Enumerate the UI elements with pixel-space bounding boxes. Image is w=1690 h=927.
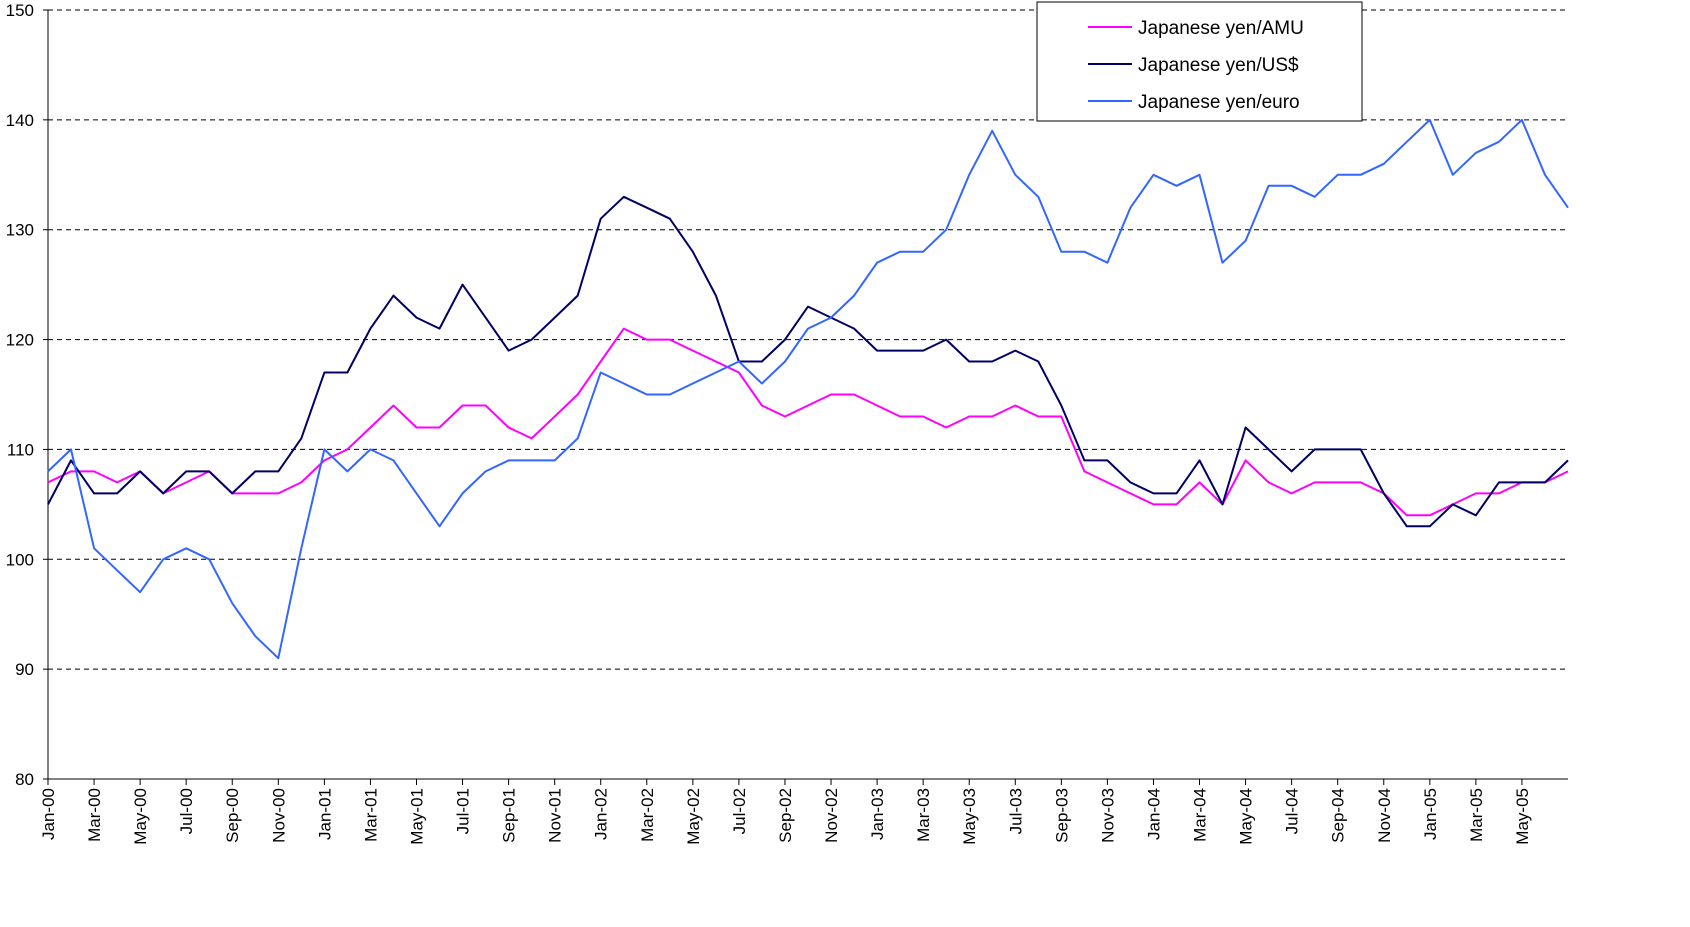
- legend-label: Japanese yen/euro: [1138, 92, 1300, 113]
- series-line: [47, 327, 1569, 517]
- x-tick-label: May-01: [407, 788, 426, 845]
- y-tick-label: 80: [15, 770, 34, 789]
- series-line: [47, 118, 1569, 660]
- y-tick-label: 90: [15, 660, 34, 679]
- x-tick-label: Nov-00: [269, 788, 288, 843]
- x-tick-label: May-02: [684, 788, 703, 845]
- y-tick-label: 140: [6, 111, 34, 130]
- x-tick-label: Mar-03: [914, 788, 933, 842]
- x-tick-label: Mar-05: [1467, 788, 1486, 842]
- x-tick-label: Jan-05: [1421, 788, 1440, 840]
- x-tick-label: Mar-04: [1191, 788, 1210, 842]
- x-tick-label: Sep-03: [1052, 788, 1071, 843]
- x-tick-label: May-04: [1237, 788, 1256, 845]
- x-tick-label: Sep-00: [223, 788, 242, 843]
- x-tick-label: Nov-04: [1375, 788, 1394, 843]
- series-line: [47, 195, 1569, 528]
- x-tick-label: Jan-03: [868, 788, 887, 840]
- x-tick-label: Jul-03: [1006, 788, 1025, 834]
- y-tick-label: 110: [7, 440, 34, 459]
- y-tick-label: 150: [6, 1, 34, 20]
- x-tick-label: Sep-04: [1329, 788, 1348, 843]
- x-tick-label: Nov-02: [822, 788, 841, 843]
- x-tick-label: May-00: [131, 788, 150, 845]
- y-tick-label: 130: [6, 221, 34, 240]
- x-tick-label: Jul-01: [454, 788, 473, 834]
- x-tick-label: Sep-01: [500, 788, 519, 843]
- legend-label: Japanese yen/US$: [1138, 55, 1299, 76]
- x-tick-label: Jan-01: [315, 788, 334, 840]
- x-tick-label: May-05: [1513, 788, 1532, 845]
- legend: Japanese yen/AMU Japanese yen/US$ Japanese…: [1036, 1, 1363, 122]
- x-tick-label: Jul-04: [1283, 788, 1302, 834]
- x-tick-label: Mar-02: [638, 788, 657, 842]
- x-tick-label: Jul-02: [730, 788, 749, 834]
- x-tick-label: Jan-02: [592, 788, 611, 840]
- x-tick-label: Nov-03: [1098, 788, 1117, 843]
- x-tick-label: Jul-00: [177, 788, 196, 834]
- x-tick-label: Sep-02: [776, 788, 795, 843]
- y-tick-label: 100: [6, 550, 34, 569]
- x-tick-label: Mar-00: [85, 788, 104, 842]
- x-tick-label: Jan-04: [1144, 788, 1163, 840]
- x-tick-label: Mar-01: [361, 788, 380, 842]
- x-tick-label: Nov-01: [546, 788, 565, 843]
- x-tick-label: May-03: [960, 788, 979, 845]
- y-tick-label: 120: [6, 331, 34, 350]
- x-tick-label: Jan-00: [39, 788, 58, 840]
- legend-label: Japanese yen/AMU: [1138, 18, 1304, 39]
